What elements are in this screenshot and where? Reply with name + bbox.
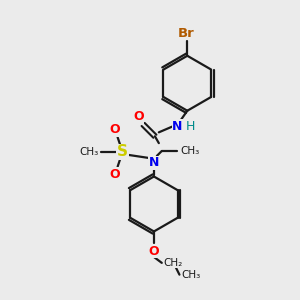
Text: O: O <box>110 123 120 136</box>
Text: CH₃: CH₃ <box>182 270 201 280</box>
Text: S: S <box>117 145 128 160</box>
Text: CH₃: CH₃ <box>80 147 99 157</box>
Text: Br: Br <box>178 27 195 40</box>
Text: H: H <box>186 120 195 133</box>
Text: N: N <box>149 156 159 169</box>
Text: CH₂: CH₂ <box>164 258 183 268</box>
Text: CH₃: CH₃ <box>180 146 200 156</box>
Text: O: O <box>148 244 159 258</box>
Text: O: O <box>133 110 143 123</box>
Text: N: N <box>172 120 183 133</box>
Text: O: O <box>110 168 120 181</box>
